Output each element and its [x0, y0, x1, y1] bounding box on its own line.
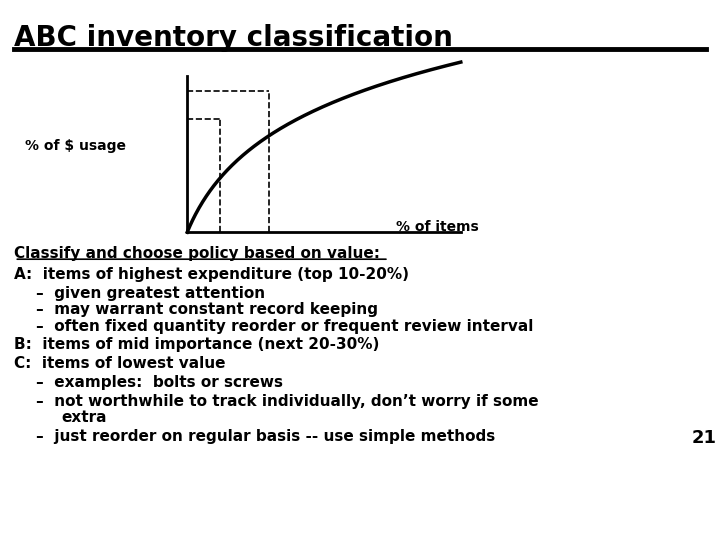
Text: –  examples:  bolts or screws: – examples: bolts or screws [36, 375, 283, 390]
Text: –  not worthwhile to track individually, don’t worry if some: – not worthwhile to track individually, … [36, 394, 539, 409]
Text: C:  items of lowest value: C: items of lowest value [14, 356, 226, 372]
Text: –  given greatest attention: – given greatest attention [36, 286, 265, 301]
Text: ABC inventory classification: ABC inventory classification [14, 24, 454, 52]
Text: B:  items of mid importance (next 20-30%): B: items of mid importance (next 20-30%) [14, 338, 379, 353]
Text: extra: extra [61, 410, 107, 426]
Text: % of items: % of items [396, 220, 479, 234]
Text: –  just reorder on regular basis -- use simple methods: – just reorder on regular basis -- use s… [36, 429, 495, 444]
Text: –  may warrant constant record keeping: – may warrant constant record keeping [36, 302, 378, 318]
Text: –  often fixed quantity reorder or frequent review interval: – often fixed quantity reorder or freque… [36, 319, 534, 334]
Text: Classify and choose policy based on value:: Classify and choose policy based on valu… [14, 246, 380, 261]
Text: % of $ usage: % of $ usage [25, 139, 126, 153]
Text: A:  items of highest expenditure (top 10-20%): A: items of highest expenditure (top 10-… [14, 267, 410, 282]
Text: 21: 21 [691, 429, 716, 447]
